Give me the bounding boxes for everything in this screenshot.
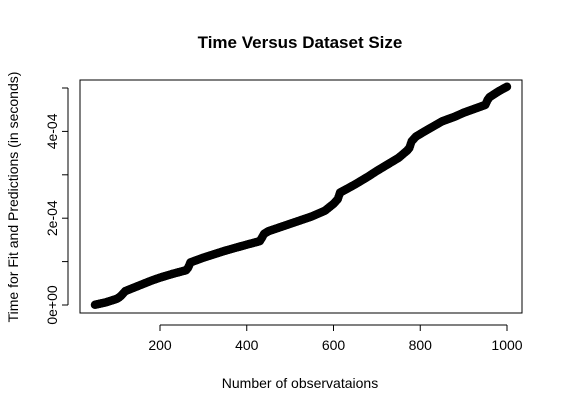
x-axis: 200 400 600 800 1000 — [148, 324, 523, 353]
plot-area-border — [79, 79, 523, 314]
y-tick-label: 0e+00 — [44, 285, 60, 325]
chart-title: Time Versus Dataset Size — [198, 33, 403, 52]
x-tick-label: 800 — [409, 337, 433, 353]
data-point — [502, 82, 512, 91]
y-tick-label: 2e-04 — [44, 200, 60, 236]
y-tick-label: 4e-04 — [44, 113, 60, 149]
y-axis-label: Time for Fit and Predictions (in seconds… — [5, 72, 21, 323]
x-tick-label: 600 — [322, 337, 346, 353]
x-axis-label: Number of observataions — [222, 375, 378, 391]
data-points — [90, 82, 512, 309]
x-tick-label: 200 — [148, 337, 172, 353]
x-tick-label: 400 — [235, 337, 259, 353]
x-tick-label: 1000 — [491, 337, 522, 353]
y-axis: 0e+00 2e-04 4e-04 — [44, 87, 69, 325]
